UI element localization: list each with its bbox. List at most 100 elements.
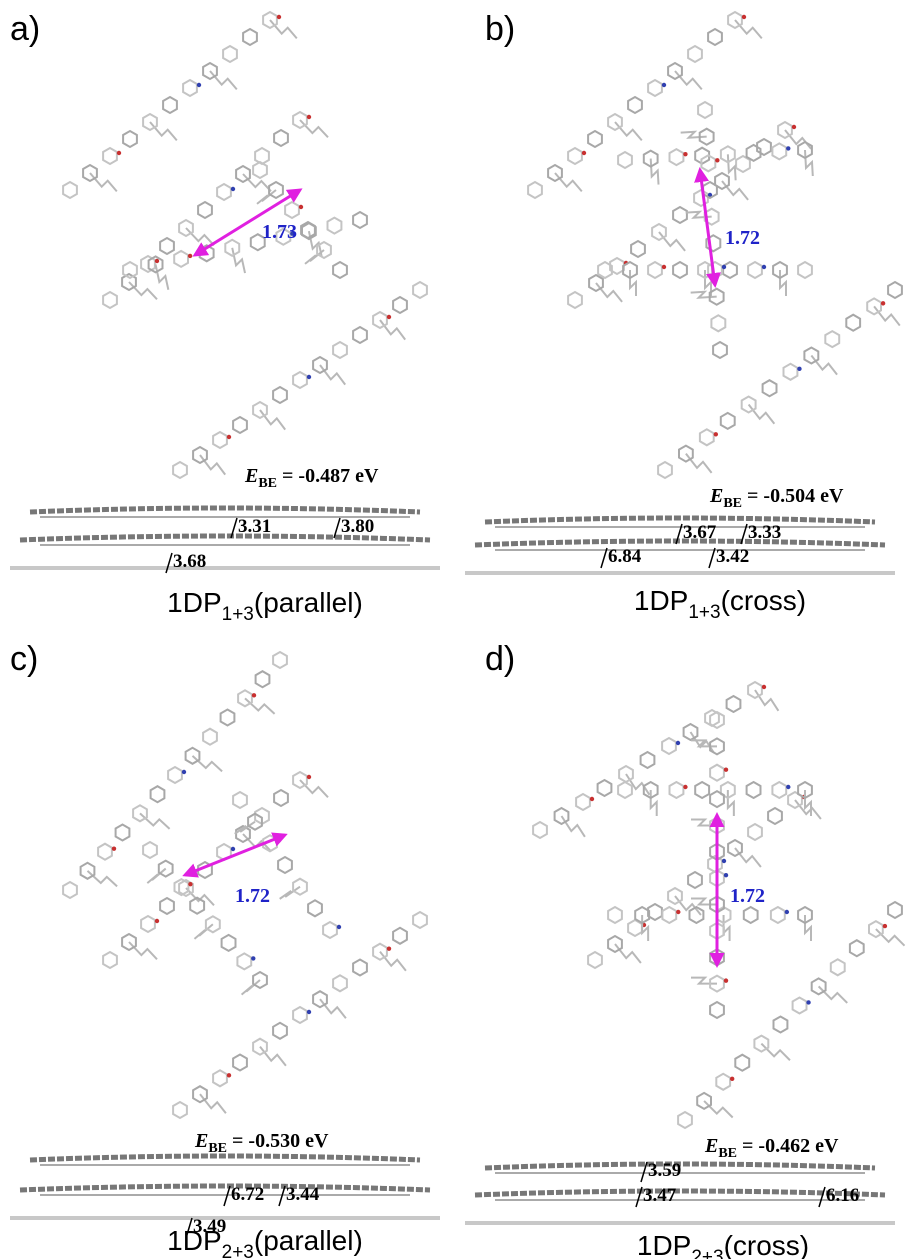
side-chain <box>704 1101 733 1118</box>
ring <box>723 262 737 278</box>
ring <box>81 863 95 879</box>
layer <box>485 518 875 522</box>
ring <box>528 182 542 198</box>
ring <box>213 1070 227 1086</box>
ring <box>217 184 231 200</box>
side-chain <box>90 173 117 191</box>
atom <box>251 956 255 960</box>
caption-base: 1DP <box>634 585 688 616</box>
side-chain <box>659 232 685 251</box>
atom <box>683 785 687 789</box>
ring <box>576 794 590 810</box>
energy-subscript: BE <box>723 496 742 511</box>
atom <box>231 187 235 191</box>
ring <box>221 710 235 726</box>
ring <box>198 202 212 218</box>
ring <box>716 1074 730 1090</box>
ring <box>888 282 902 298</box>
atom <box>337 925 341 929</box>
ring <box>63 182 77 198</box>
side-chain <box>795 800 821 819</box>
ring <box>116 825 130 841</box>
side-chain <box>755 690 778 711</box>
side-chain <box>615 944 641 963</box>
ring <box>255 148 269 164</box>
ring <box>233 1055 247 1071</box>
ring <box>223 46 237 62</box>
side-chain <box>380 952 406 971</box>
ring <box>673 207 687 223</box>
energy-value: = -0.487 eV <box>282 465 379 487</box>
side-chain <box>320 999 346 1018</box>
atom <box>231 847 235 851</box>
ring <box>274 790 288 806</box>
ring <box>233 417 247 433</box>
ring <box>673 262 687 278</box>
spacing-label: 3.59 <box>648 1160 681 1181</box>
side-chain <box>200 455 225 475</box>
ring <box>63 882 77 898</box>
atom <box>676 741 680 745</box>
ring <box>698 102 712 118</box>
substrate <box>465 571 895 575</box>
atom <box>676 910 680 914</box>
spacing-label: 3.80 <box>341 516 374 537</box>
ring <box>533 822 547 838</box>
spacing-marker <box>819 1187 825 1207</box>
panel-label: b) <box>485 10 515 48</box>
side-chain <box>761 1044 790 1061</box>
ring <box>353 212 367 228</box>
ring <box>273 1023 287 1039</box>
side-chain <box>193 756 223 772</box>
ring <box>598 780 612 796</box>
ring <box>160 898 174 914</box>
ring <box>727 696 741 712</box>
ring <box>754 1036 768 1052</box>
spacing-label: 3.47 <box>643 1185 677 1206</box>
caption: 1DP2+3(cross) <box>637 1230 809 1259</box>
side-chain <box>675 71 702 89</box>
ring <box>213 432 227 448</box>
ring <box>658 462 672 478</box>
ring <box>748 824 762 840</box>
ring <box>763 380 777 396</box>
atom <box>722 265 726 269</box>
ring <box>233 792 247 808</box>
caption: 1DP1+3(cross) <box>634 585 806 623</box>
ring <box>293 372 307 388</box>
energy-symbol: E <box>704 1135 718 1157</box>
caption-subscript: 2+3 <box>691 1247 723 1259</box>
atom <box>786 146 790 150</box>
distance-arrow <box>185 835 285 875</box>
ring <box>648 904 662 920</box>
ring <box>568 148 582 164</box>
caption-suffix: (cross) <box>724 1230 810 1259</box>
ring <box>721 413 735 429</box>
atom <box>307 775 311 779</box>
ring <box>710 1002 724 1018</box>
ring <box>173 1102 187 1118</box>
ring <box>772 782 786 798</box>
side-chain <box>320 365 345 385</box>
spacing-label: 3.44 <box>286 1184 320 1205</box>
ring <box>744 907 758 923</box>
caption: 1DP1+3(parallel) <box>167 587 363 625</box>
ring <box>748 262 762 278</box>
side-chain <box>681 132 707 138</box>
layer <box>30 508 420 512</box>
ring <box>413 912 427 928</box>
atom <box>742 15 746 19</box>
panel: a)1.73EBE= -0.487 eV3.313.803.681DP1+3(p… <box>10 10 440 625</box>
atom <box>590 797 594 801</box>
ring <box>393 928 407 944</box>
atom <box>724 978 728 982</box>
distance-label: 1.72 <box>235 885 270 907</box>
ring <box>662 738 676 754</box>
side-chain <box>300 120 328 137</box>
ring <box>771 907 785 923</box>
atom <box>762 685 766 689</box>
atom <box>197 83 201 87</box>
side-chain <box>642 915 648 941</box>
ring <box>850 940 864 956</box>
atom <box>387 946 391 950</box>
